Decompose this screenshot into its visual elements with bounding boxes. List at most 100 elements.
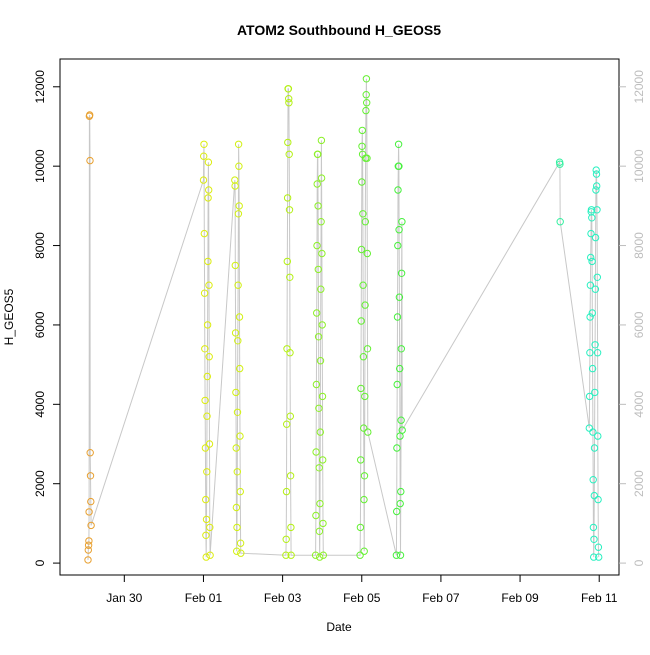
- data-point: [586, 349, 594, 357]
- data-point: [287, 551, 295, 559]
- data-point: [395, 293, 404, 301]
- data-point: [316, 499, 324, 508]
- data-point: [594, 543, 603, 551]
- data-point: [285, 206, 294, 214]
- data-point: [205, 281, 213, 289]
- data-point: [591, 233, 600, 242]
- data-point: [236, 539, 245, 547]
- data-point: [231, 182, 239, 190]
- data-point: [236, 432, 244, 440]
- y-tick-label-right: 4000: [632, 391, 646, 418]
- data-point: [589, 523, 598, 532]
- data-point: [200, 140, 208, 149]
- data-point: [594, 432, 602, 440]
- data-point: [84, 556, 92, 564]
- y-tick-label-left: 8000: [33, 232, 47, 259]
- data-point: [232, 444, 240, 452]
- data-point: [203, 412, 211, 420]
- y-tick-label-right: 10000: [632, 149, 646, 183]
- data-point: [282, 487, 291, 496]
- data-point: [359, 210, 367, 218]
- data-point: [361, 218, 369, 226]
- data-point: [205, 440, 214, 448]
- data-point: [315, 527, 324, 535]
- y-tick-label-right: 8000: [632, 232, 646, 259]
- data-point: [593, 182, 601, 190]
- data-point: [202, 531, 210, 539]
- data-point: [591, 341, 599, 349]
- data-point: [397, 269, 406, 277]
- data-point: [315, 464, 323, 472]
- data-point: [286, 273, 294, 281]
- y-tick-label-left: 4000: [33, 391, 47, 418]
- data-point: [204, 194, 212, 202]
- data-point: [392, 551, 401, 559]
- data-point: [234, 337, 242, 345]
- data-point: [233, 547, 241, 555]
- plot-frame: [59, 58, 620, 576]
- data-point: [314, 150, 322, 159]
- series-line: [87, 78, 600, 560]
- data-point: [393, 313, 402, 321]
- data-point: [205, 186, 213, 194]
- data-points: [84, 75, 603, 564]
- data-point: [357, 245, 366, 254]
- data-point: [312, 511, 320, 520]
- data-point: [283, 257, 291, 266]
- data-point: [286, 349, 294, 357]
- data-point: [318, 392, 327, 401]
- data-point: [282, 535, 290, 543]
- data-point: [590, 444, 599, 452]
- data-point: [311, 551, 320, 559]
- data-point: [233, 408, 242, 416]
- data-point: [201, 396, 209, 405]
- axes: Jan 30 Feb 01 Feb 03 Feb 05 Feb 07 Feb 09 Feb …: [33, 70, 646, 605]
- data-point: [363, 99, 371, 107]
- data-point: [360, 495, 368, 504]
- data-point: [232, 388, 240, 397]
- data-point: [203, 468, 211, 476]
- data-point: [319, 519, 327, 528]
- data-point: [287, 523, 295, 532]
- data-point: [204, 158, 213, 166]
- y-tick-label-right: 6000: [632, 311, 646, 338]
- data-point: [595, 553, 603, 561]
- x-tick-label: Feb 05: [343, 591, 381, 605]
- data-point: [319, 551, 327, 559]
- data-point: [203, 372, 212, 381]
- data-point: [236, 364, 244, 373]
- data-point: [86, 472, 95, 480]
- data-point: [397, 416, 405, 424]
- data-point: [588, 257, 596, 266]
- x-tick-label: Feb 07: [422, 591, 460, 605]
- data-point: [591, 285, 600, 293]
- data-point: [398, 218, 406, 226]
- data-point: [393, 380, 401, 389]
- data-point: [317, 285, 325, 293]
- y-tick-label-left: 2000: [33, 470, 47, 497]
- data-point: [312, 380, 321, 389]
- data-point: [364, 428, 372, 436]
- data-point: [556, 218, 564, 226]
- x-tick-label: Feb 01: [185, 591, 223, 605]
- data-point: [84, 541, 93, 549]
- data-point: [363, 345, 372, 353]
- data-point: [85, 537, 93, 545]
- data-point: [361, 392, 369, 401]
- data-point: [234, 210, 243, 218]
- data-point: [235, 202, 243, 210]
- data-point: [593, 206, 601, 214]
- data-point: [588, 364, 597, 373]
- x-tick-label: Feb 11: [581, 591, 618, 605]
- data-point: [203, 321, 212, 329]
- data-point: [590, 553, 598, 561]
- data-point: [358, 178, 366, 186]
- data-point: [358, 142, 366, 151]
- data-point: [394, 241, 402, 250]
- data-point: [313, 241, 321, 250]
- data-point: [286, 472, 295, 480]
- data-point: [593, 273, 601, 281]
- data-point: [592, 186, 600, 194]
- data-point: [395, 162, 403, 170]
- series-lines: [87, 78, 600, 560]
